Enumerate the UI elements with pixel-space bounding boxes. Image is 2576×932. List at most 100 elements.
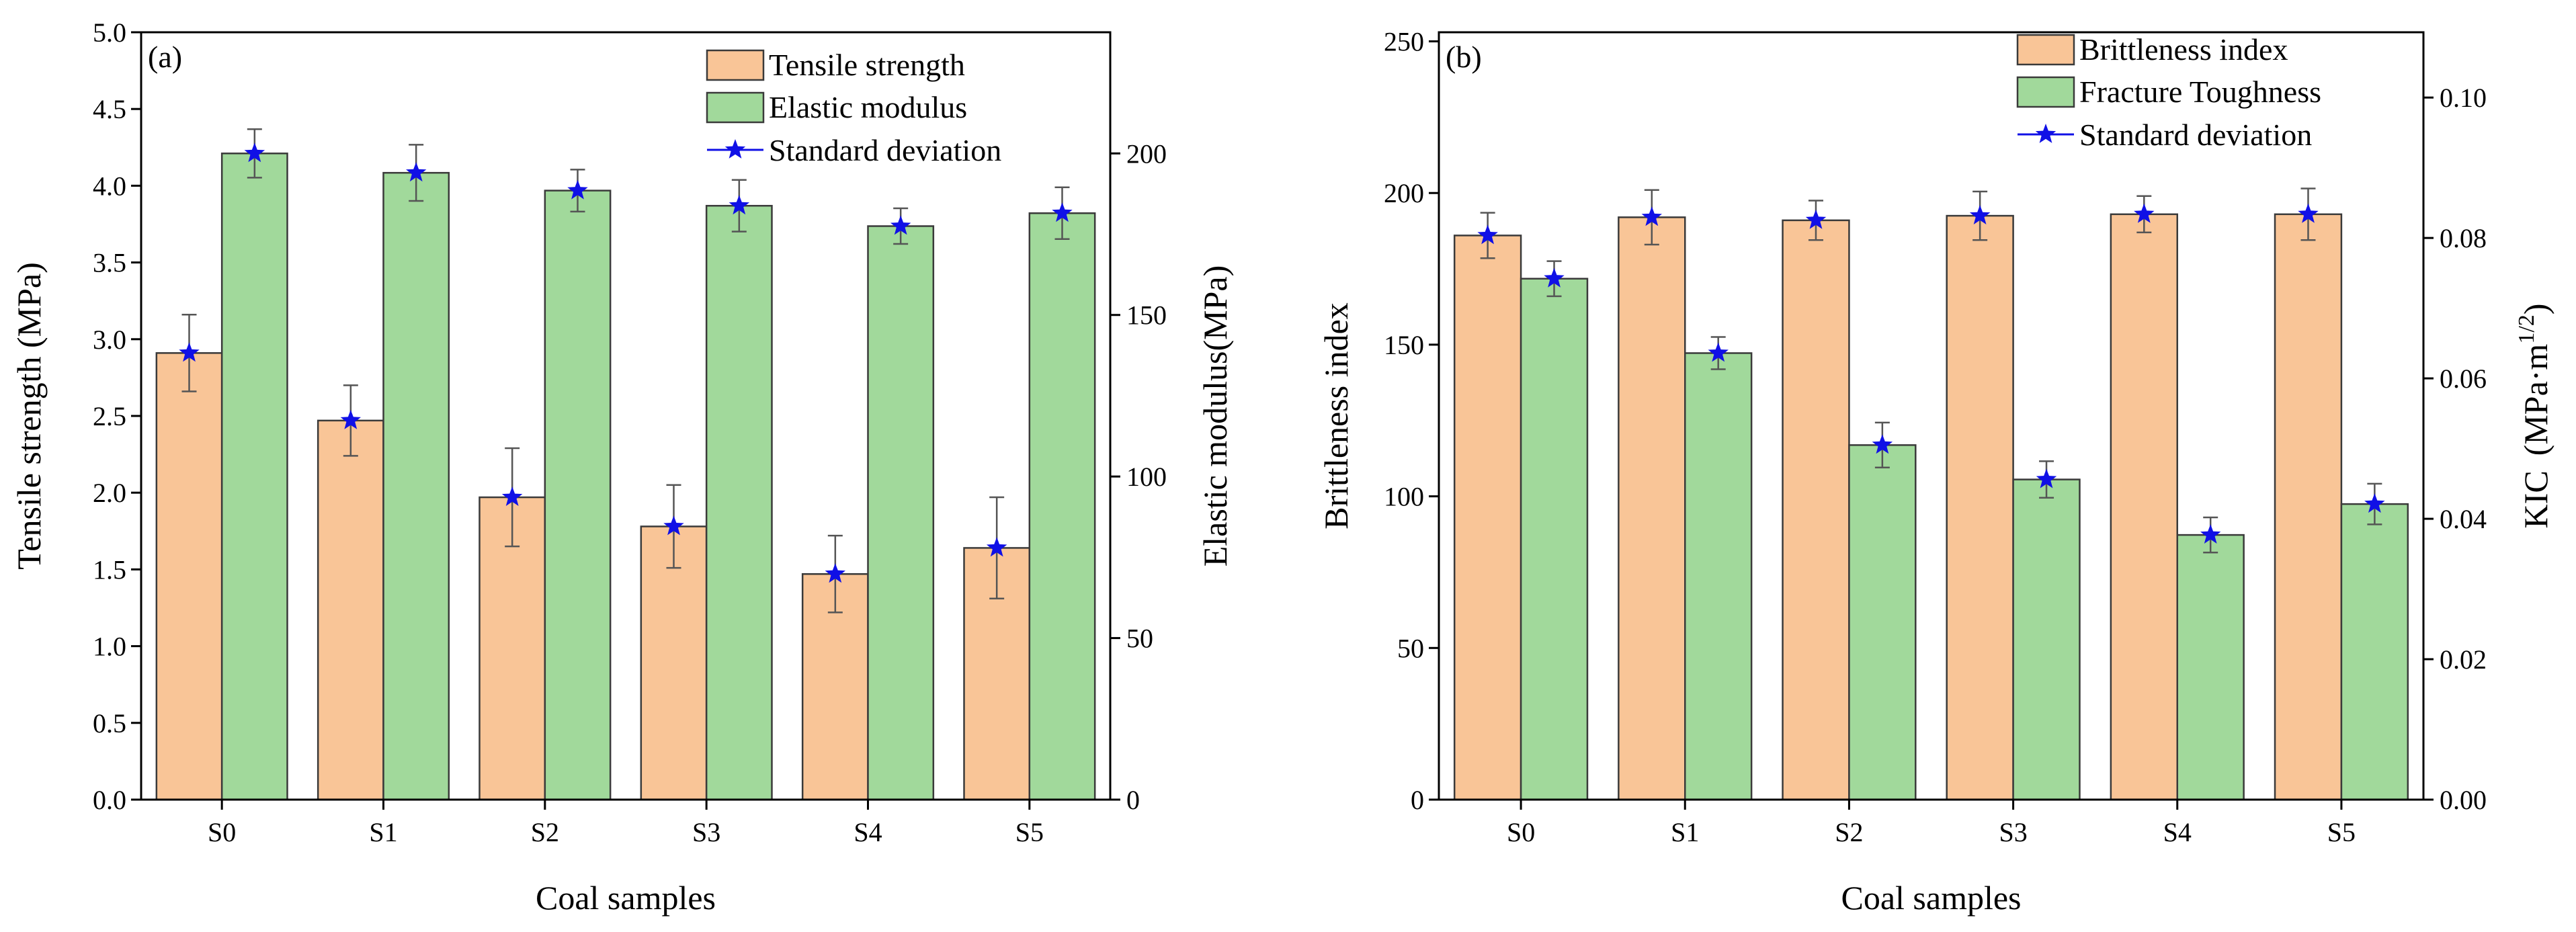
legend-label: Standard deviation <box>2079 118 2312 152</box>
y-left-tick-label: 4.5 <box>93 94 126 124</box>
y-left-tick-label: 200 <box>1384 178 1424 208</box>
data-point-marker <box>1969 205 1991 224</box>
y-right-axis-title: KIC (MPa·m1/2) <box>2514 304 2554 529</box>
chart-panel-a: 0.0 0.5 1.0 1.5 2.0 2.5 3.0 3.5 4.0 4.5 5.0 0 50 100 1… <box>10 17 1234 917</box>
y-right-tick-label: 0 <box>1126 785 1140 815</box>
y-right-axis-title-unit: (MPa·m <box>2517 344 2554 456</box>
y-right-tick-label: 0.02 <box>2440 644 2487 675</box>
bar <box>220 153 288 801</box>
data-point-marker <box>1052 202 1073 222</box>
y-left-axis-title: Brittleness index <box>1317 302 1355 529</box>
data-point-marker <box>1805 209 1827 229</box>
bar <box>2176 534 2245 801</box>
legend-swatch <box>706 49 765 81</box>
bar <box>2340 503 2409 801</box>
panel-label: (b) <box>1446 40 1482 74</box>
bar <box>1782 219 1850 801</box>
x-tick-label: S0 <box>1507 817 1535 847</box>
data-point-marker <box>663 515 684 536</box>
bar <box>317 419 384 801</box>
data-point-marker <box>1708 342 1729 362</box>
data-point-marker <box>1544 267 1565 288</box>
y-left-tick-label: 3.5 <box>93 248 126 278</box>
y-right-axis-title-exponent: 1/2 <box>2514 314 2539 343</box>
bar <box>640 525 708 801</box>
x-tick-label: S3 <box>692 817 720 847</box>
data-point-marker <box>406 162 427 182</box>
y-right-tick-label: 100 <box>1126 462 1167 492</box>
data-point-marker <box>179 342 200 362</box>
x-tick-label: S5 <box>1015 817 1044 847</box>
y-right-axis-title: Elastic modulus(MPa) <box>1196 265 1234 567</box>
bar <box>1848 444 1917 801</box>
data-point-marker <box>567 179 588 200</box>
bar <box>1520 278 1589 801</box>
y-right-tick-label: 0.04 <box>2440 504 2487 534</box>
data-point-marker <box>890 215 911 235</box>
legend-label: Standard deviation <box>769 133 1001 167</box>
legend-marker <box>2035 124 2056 143</box>
x-tick-label: S0 <box>208 817 236 847</box>
y-left-tick-label: 2.5 <box>93 401 126 431</box>
legend-swatch <box>2016 34 2075 66</box>
chart-panel-b: 0 50 100 150 200 250 0.00 0.02 0.04 0.06 0.08 0.10 S… <box>1317 27 2554 917</box>
bar <box>1946 214 2014 801</box>
data-point-marker <box>2036 468 2057 489</box>
bar <box>2110 213 2179 801</box>
y-left-tick-label: 150 <box>1384 330 1424 360</box>
data-point-marker <box>340 409 361 429</box>
y-right-tick-label: 200 <box>1126 138 1167 169</box>
x-axis-title: Coal samples <box>1841 879 2021 917</box>
y-left-tick-label: 1.0 <box>93 632 126 662</box>
y-right-tick-label: 0.10 <box>2440 83 2487 113</box>
x-tick-label: S4 <box>854 817 882 847</box>
y-right-axis-title-close: ) <box>2517 304 2554 315</box>
bar <box>1453 235 1522 801</box>
bar <box>867 225 935 801</box>
bar <box>705 204 773 801</box>
y-right-tick-label: 0.00 <box>2440 785 2487 815</box>
bar <box>1028 212 1096 801</box>
y-left-tick-label: 4.0 <box>93 171 126 201</box>
bar <box>382 171 450 801</box>
y-left-tick-label: 2.0 <box>93 478 126 508</box>
y-left-tick-label: 3.0 <box>93 325 126 355</box>
y-left-tick-label: 0.0 <box>93 785 126 815</box>
y-left-tick-label: 250 <box>1384 27 1424 57</box>
y-right-axis-title-main: KIC <box>2517 470 2554 528</box>
data-point-marker <box>2200 524 2221 544</box>
data-point-marker <box>1477 224 1498 245</box>
x-tick-label: S3 <box>1999 817 2027 847</box>
x-tick-label: S2 <box>1835 817 1863 847</box>
data-point-marker <box>2298 203 2319 223</box>
legend-label: Elastic modulus <box>769 90 967 124</box>
y-left-tick-label: 0.5 <box>93 708 126 738</box>
y-left-tick-label: 1.5 <box>93 554 126 585</box>
legend-swatch <box>2016 76 2075 108</box>
data-point-marker <box>501 486 523 506</box>
legend-label: Tensile strength <box>769 48 965 82</box>
data-point-marker <box>1641 206 1662 226</box>
legend: Tensile strength Elastic modulus Standard … <box>706 48 1001 167</box>
legend-label: Brittleness index <box>2079 32 2288 67</box>
data-point-marker <box>2364 493 2385 513</box>
x-tick-label: S4 <box>2163 817 2192 847</box>
x-tick-label: S5 <box>2327 817 2356 847</box>
legend-swatch <box>706 91 765 124</box>
y-left-tick-label: 50 <box>1397 633 1424 663</box>
x-tick-label: S2 <box>531 817 559 847</box>
data-point-marker <box>729 195 750 215</box>
y-left-tick-label: 0 <box>1411 785 1424 815</box>
bar <box>1618 216 1686 801</box>
y-right-tick-label: 0.08 <box>2440 223 2487 253</box>
bar <box>2012 478 2081 801</box>
data-point-marker <box>2134 203 2155 223</box>
data-point-marker <box>1872 434 1893 454</box>
panel-label: (a) <box>148 40 182 74</box>
bar <box>155 352 223 801</box>
x-axis-title: Coal samples <box>536 879 716 917</box>
y-left-tick-label: 100 <box>1384 482 1424 512</box>
bar <box>2274 213 2343 801</box>
legend-marker <box>724 139 746 159</box>
